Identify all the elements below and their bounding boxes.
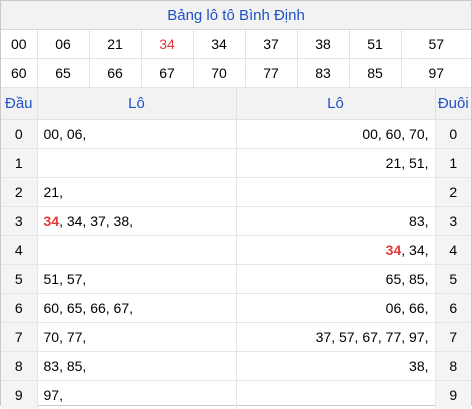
lo-left-cell: 70, 77, — [37, 323, 236, 352]
dau-cell: 3 — [1, 207, 37, 236]
header-lo-left: Lô — [37, 88, 236, 120]
duoi-cell: 8 — [435, 352, 471, 381]
lo-left-cell: 97, — [37, 381, 236, 409]
duoi-cell: 1 — [435, 149, 471, 178]
result-number: 67 — [141, 59, 193, 88]
duoi-cell: 3 — [435, 207, 471, 236]
result-number: 83 — [297, 59, 349, 88]
dau-cell: 4 — [1, 236, 37, 265]
dau-cell: 7 — [1, 323, 37, 352]
table-row: 4 34, 34, 4 — [1, 236, 471, 265]
result-number: 77 — [245, 59, 297, 88]
board-title: Bảng lô tô Bình Định — [1, 1, 471, 30]
lo-right-cell: 65, 85, — [236, 265, 435, 294]
dau-duoi-table: Đầu Lô Lô Đuôi 0 00, 06, 00, 60, 70, 0 1… — [1, 88, 471, 409]
result-number: 60 — [1, 59, 37, 88]
lo-right-cell — [236, 381, 435, 409]
result-number-special: 34 — [141, 30, 193, 59]
header-duoi: Đuôi — [435, 88, 471, 120]
dau-cell: 0 — [1, 120, 37, 149]
table-row: 3 34, 34, 37, 38, 83, 3 — [1, 207, 471, 236]
special-number: 34 — [44, 213, 60, 229]
duoi-cell: 0 — [435, 120, 471, 149]
lo-left-cell: 83, 85, — [37, 352, 236, 381]
result-number: 37 — [245, 30, 297, 59]
lo-left-cell: 21, — [37, 178, 236, 207]
table-row: 9 97, 9 — [1, 381, 471, 409]
table-row: 2 21, 2 — [1, 178, 471, 207]
header-lo-right: Lô — [236, 88, 435, 120]
duoi-cell: 9 — [435, 381, 471, 409]
duoi-cell: 7 — [435, 323, 471, 352]
table-row: 0 00, 06, 00, 60, 70, 0 — [1, 120, 471, 149]
dau-cell: 5 — [1, 265, 37, 294]
lo-left-cell: 51, 57, — [37, 265, 236, 294]
result-number: 34 — [193, 30, 245, 59]
header-dau: Đầu — [1, 88, 37, 120]
lo-right-cell: 38, — [236, 352, 435, 381]
duoi-cell: 4 — [435, 236, 471, 265]
result-number: 66 — [89, 59, 141, 88]
result-number: 97 — [401, 59, 471, 88]
duoi-cell: 2 — [435, 178, 471, 207]
lo-right-cell: 21, 51, — [236, 149, 435, 178]
lo-left-cell — [37, 149, 236, 178]
result-number: 57 — [401, 30, 471, 59]
result-number: 65 — [37, 59, 89, 88]
lo-left-cell: 34, 34, 37, 38, — [37, 207, 236, 236]
lo-right-cell: 00, 60, 70, — [236, 120, 435, 149]
lo-right-cell: 83, — [236, 207, 435, 236]
dau-cell: 6 — [1, 294, 37, 323]
lo-right-cell: 06, 66, — [236, 294, 435, 323]
table-row: 1 21, 51, 1 — [1, 149, 471, 178]
duoi-cell: 6 — [435, 294, 471, 323]
lo-right-cell: 37, 57, 67, 77, 97, — [236, 323, 435, 352]
table-row: 8 83, 85, 38, 8 — [1, 352, 471, 381]
dau-cell: 8 — [1, 352, 37, 381]
lo-right-cell: 34, 34, — [236, 236, 435, 265]
special-number: 34 — [386, 242, 402, 258]
dau-cell: 2 — [1, 178, 37, 207]
result-number: 51 — [349, 30, 401, 59]
result-number: 85 — [349, 59, 401, 88]
lo-values: , 34, 37, 38, — [59, 213, 133, 229]
lo-left-cell — [37, 236, 236, 265]
lo-left-cell: 00, 06, — [37, 120, 236, 149]
result-number: 06 — [37, 30, 89, 59]
table-row: 5 51, 57, 65, 85, 5 — [1, 265, 471, 294]
lo-values: , 34, — [401, 242, 428, 258]
result-number: 70 — [193, 59, 245, 88]
lo-left-cell: 60, 65, 66, 67, — [37, 294, 236, 323]
result-number: 00 — [1, 30, 37, 59]
table-row: 6 60, 65, 66, 67, 06, 66, 6 — [1, 294, 471, 323]
dau-cell: 9 — [1, 381, 37, 409]
result-numbers: 00 06 21 34 34 37 38 51 57 60 65 66 67 7… — [1, 30, 471, 88]
dau-cell: 1 — [1, 149, 37, 178]
loto-table: Bảng lô tô Bình Định 00 06 21 34 34 37 3… — [1, 1, 471, 88]
result-number: 38 — [297, 30, 349, 59]
duoi-cell: 5 — [435, 265, 471, 294]
table-row: 7 70, 77, 37, 57, 67, 77, 97, 7 — [1, 323, 471, 352]
result-number: 21 — [89, 30, 141, 59]
lo-right-cell — [236, 178, 435, 207]
